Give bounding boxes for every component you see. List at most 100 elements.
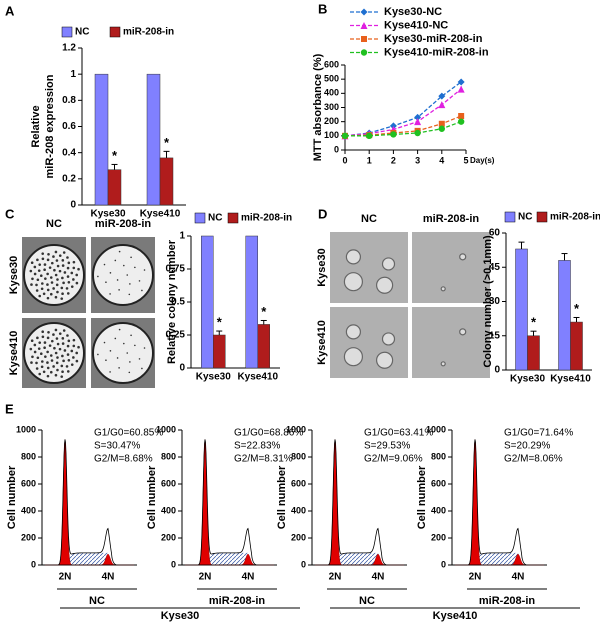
legend-label: miR-208-in	[241, 213, 292, 224]
histogram-outline	[315, 439, 404, 566]
colony-dot	[55, 259, 59, 262]
y-tick-label: 400	[324, 88, 339, 98]
colony-dot	[40, 287, 44, 291]
colony-dot	[128, 293, 131, 296]
colony-dot	[41, 257, 45, 261]
y-tick-label: 600	[291, 478, 306, 488]
colony-dot	[44, 355, 47, 358]
y-tick-label: 0	[70, 200, 76, 211]
x-tick-label: 2N	[329, 572, 342, 583]
legend-label: Kyse30-miR-208-in	[384, 33, 483, 45]
x-tick-label: 0	[342, 155, 347, 165]
colony-dot	[41, 330, 45, 334]
colony-dot	[47, 330, 50, 334]
colony-dot	[75, 281, 79, 285]
colony	[459, 328, 467, 336]
y-tick-label: 1	[70, 69, 76, 80]
colony-dot	[30, 283, 33, 286]
colony-dot	[138, 358, 141, 360]
colony-dot	[30, 339, 34, 343]
bar	[213, 334, 226, 369]
colony-dot	[72, 266, 76, 270]
colony-dot	[123, 342, 125, 345]
colony-dot	[55, 283, 59, 287]
colony-dot	[141, 367, 143, 370]
phase-stat: G2/M=8.31%	[234, 454, 293, 465]
image-row-label: Kyse30	[316, 248, 328, 287]
colony-dot	[129, 283, 131, 285]
x-tick-label: 4N	[242, 572, 255, 583]
y-tick-label: 45	[489, 262, 501, 273]
colony-dot	[61, 354, 64, 358]
x-tick-label: Kyse30	[196, 372, 231, 383]
colony-dot	[118, 367, 120, 369]
s-phase	[45, 552, 134, 565]
colony-dot	[62, 281, 65, 285]
colony-dot	[56, 290, 59, 294]
y-tick-label: 60	[489, 228, 501, 239]
photo	[412, 307, 490, 378]
y-tick-label: 200	[324, 116, 339, 126]
colony-dot	[36, 278, 40, 282]
colony-dot	[49, 370, 53, 374]
x-axis-label: Day(s)	[470, 156, 495, 165]
x-tick-label: 3	[415, 155, 420, 165]
bar	[146, 73, 161, 206]
colony-dot	[49, 354, 53, 357]
colony-dot	[72, 344, 76, 348]
colony-dot	[56, 342, 60, 346]
colony-dot	[50, 359, 54, 362]
y-tick-label: 0.75	[166, 264, 186, 275]
bar	[245, 235, 258, 369]
colony-dot	[41, 252, 45, 256]
marker	[414, 118, 422, 126]
colony-dot	[66, 334, 69, 337]
colony-dot	[60, 297, 64, 300]
annotation: *	[261, 304, 267, 319]
bar	[159, 157, 174, 206]
colony-dot	[46, 350, 49, 354]
colony-dot	[33, 265, 37, 269]
colony-dot	[52, 333, 55, 336]
x-tick-label: 1	[367, 155, 372, 165]
colony-dot	[41, 282, 44, 285]
colony	[440, 361, 446, 367]
y-tick-label: 15	[489, 330, 501, 341]
bar	[515, 248, 528, 371]
y-tick-label: 0	[171, 559, 176, 569]
colony	[381, 257, 396, 271]
y-tick-label: 800	[431, 451, 446, 461]
y-tick-label: 600	[161, 478, 176, 488]
y-tick-label: 0	[494, 365, 500, 376]
colony-dot	[134, 344, 136, 347]
colony-dot	[61, 276, 64, 280]
y-tick-label: 200	[431, 532, 446, 542]
colony-dot	[67, 280, 71, 284]
colony-dot	[118, 289, 120, 291]
annotation: *	[574, 301, 580, 316]
legend-label: NC	[208, 213, 222, 224]
colony-dot	[70, 271, 74, 275]
colony-dot	[31, 277, 34, 281]
colony-dot	[72, 338, 76, 342]
marker	[458, 113, 465, 119]
colony-dot	[63, 271, 67, 274]
colony-dot	[58, 254, 62, 257]
marker	[414, 129, 421, 137]
y-axis-label: Cell number	[276, 465, 288, 529]
colony-dot	[58, 347, 62, 351]
colony-dot	[50, 339, 54, 343]
y-axis-label: Cell number	[146, 465, 158, 529]
colony-dot	[36, 356, 40, 360]
y-tick-label: 400	[21, 505, 36, 515]
colony	[343, 272, 363, 292]
colony-dot	[128, 371, 131, 374]
photo	[330, 232, 408, 303]
colony	[459, 253, 467, 261]
colony-dot	[49, 276, 53, 279]
y-tick-label: 500	[324, 74, 339, 84]
colony-dot	[35, 289, 39, 292]
colony-dot	[33, 350, 37, 354]
image-column-label: NC	[361, 213, 377, 225]
colony-dot	[109, 293, 111, 295]
